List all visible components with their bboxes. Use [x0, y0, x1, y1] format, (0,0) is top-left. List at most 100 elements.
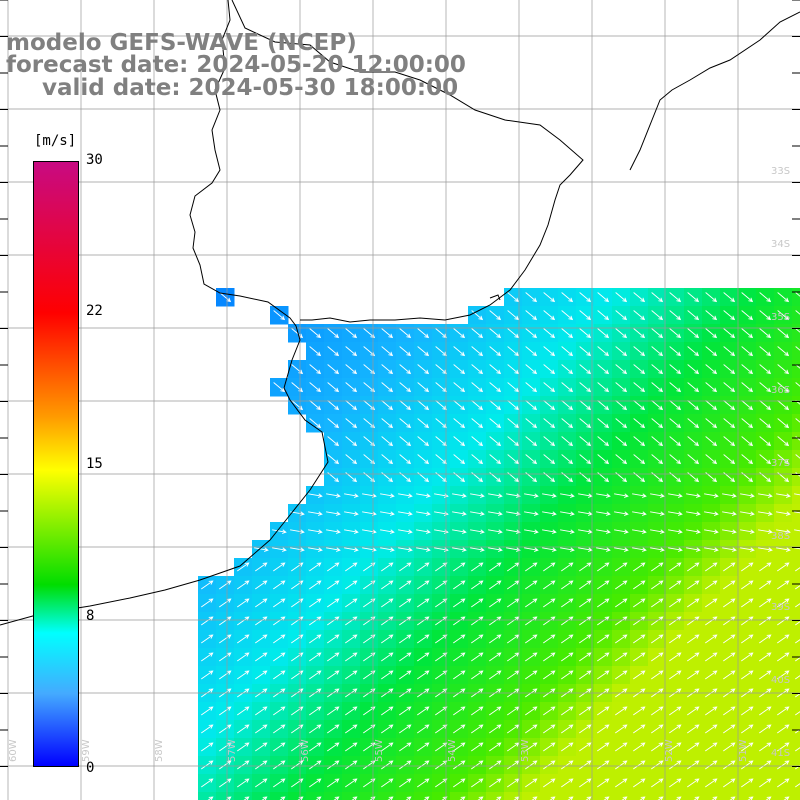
wind-speed-cell	[396, 792, 415, 800]
wind-arrow	[705, 706, 718, 716]
wind-arrow	[741, 670, 754, 680]
lon-label: 52W	[664, 739, 675, 762]
wind-arrow	[561, 634, 574, 644]
wind-arrow	[597, 400, 610, 411]
wind-arrow	[507, 346, 520, 357]
wind-arrow	[561, 724, 574, 734]
wind-arrow	[399, 328, 412, 339]
lat-label: 39S	[771, 602, 791, 613]
wind-arrow	[525, 400, 538, 411]
wind-arrow	[416, 529, 431, 534]
wind-arrow	[272, 529, 287, 534]
wind-arrow	[579, 706, 592, 716]
wind-arrow	[741, 418, 754, 429]
wind-arrow	[579, 580, 592, 590]
wind-arrow	[794, 493, 800, 496]
wind-arrow	[399, 760, 412, 770]
wind-arrow	[579, 292, 592, 303]
wind-arrow	[615, 742, 628, 752]
wind-arrow	[290, 547, 305, 552]
wind-arrow	[561, 562, 574, 572]
wind-arrow	[668, 511, 683, 516]
wind-arrow	[614, 529, 629, 534]
wind-arrow	[327, 562, 340, 572]
wind-arrow	[327, 616, 340, 626]
wind-arrow	[561, 418, 574, 429]
wind-speed-cell	[234, 792, 253, 800]
wind-arrow	[651, 724, 664, 734]
wind-speed-cell	[792, 738, 800, 757]
wind-arrow	[345, 454, 358, 465]
lon-label: 59W	[81, 739, 92, 762]
wind-arrow	[399, 724, 412, 734]
wind-arrow	[219, 760, 232, 770]
wind-arrow	[632, 493, 647, 498]
wind-speed-cell	[288, 792, 307, 800]
wind-arrow	[417, 760, 430, 770]
wind-arrow	[417, 580, 430, 590]
wind-arrow	[399, 580, 412, 590]
wind-arrow	[417, 634, 430, 644]
wind-arrow	[453, 400, 466, 411]
wind-arrow	[723, 598, 736, 608]
wind-arrow	[255, 724, 268, 734]
wind-arrow	[471, 436, 484, 447]
wind-arrow	[381, 580, 394, 590]
wind-arrow	[237, 670, 250, 680]
wind-arrow	[741, 382, 754, 393]
wind-arrow	[777, 580, 790, 590]
wind-arrow	[309, 346, 322, 357]
wind-arrow	[273, 760, 286, 770]
wind-arrow	[615, 580, 628, 590]
wind-arrow	[603, 796, 610, 800]
wind-arrow	[237, 724, 250, 734]
wind-arrow	[741, 598, 754, 608]
wind-arrow	[489, 436, 502, 447]
wind-arrow	[489, 580, 502, 590]
wind-arrow	[579, 760, 592, 770]
wind-speed-cell	[378, 792, 397, 800]
wind-arrow	[759, 454, 772, 465]
wind-speed-cell	[486, 792, 505, 800]
wind-arrow	[273, 580, 286, 590]
coastline	[0, 0, 800, 626]
wind-arrow	[560, 529, 575, 534]
wind-arrow	[632, 529, 647, 534]
wind-arrow	[380, 547, 395, 552]
wind-arrow	[345, 346, 358, 357]
wind-arrow	[435, 346, 448, 357]
wind-arrow	[693, 796, 700, 800]
wind-arrow	[345, 598, 358, 608]
wind-arrow	[531, 796, 538, 800]
wind-arrow	[543, 382, 556, 393]
wind-arrow	[705, 292, 718, 303]
wind-arrow	[615, 724, 628, 734]
wind-arrow	[201, 634, 214, 644]
wind-speed-cell	[540, 792, 559, 800]
wind-arrow	[597, 742, 610, 752]
wind-arrow	[795, 729, 800, 734]
wind-arrow	[795, 783, 800, 788]
wind-arrow	[651, 454, 664, 465]
wind-arrow	[633, 346, 646, 357]
wind-arrow	[759, 706, 772, 716]
wind-arrow	[723, 706, 736, 716]
wind-arrow	[315, 796, 322, 800]
wind-arrow	[543, 580, 556, 590]
wind-arrow	[705, 310, 718, 321]
wind-arrow	[471, 418, 484, 429]
wind-arrow	[327, 400, 340, 411]
wind-arrow	[363, 328, 376, 339]
wind-arrow	[201, 670, 214, 680]
wind-arrow	[453, 454, 466, 465]
wind-arrow	[435, 364, 448, 375]
wind-arrow	[219, 724, 232, 734]
wind-arrow	[489, 364, 502, 375]
wind-arrow	[597, 634, 610, 644]
wind-speed-cell	[468, 792, 487, 800]
wind-arrow	[650, 511, 665, 516]
wind-arrow	[201, 724, 214, 734]
wind-arrow	[687, 634, 700, 644]
wind-arrow	[705, 670, 718, 680]
wind-arrow	[344, 493, 359, 498]
